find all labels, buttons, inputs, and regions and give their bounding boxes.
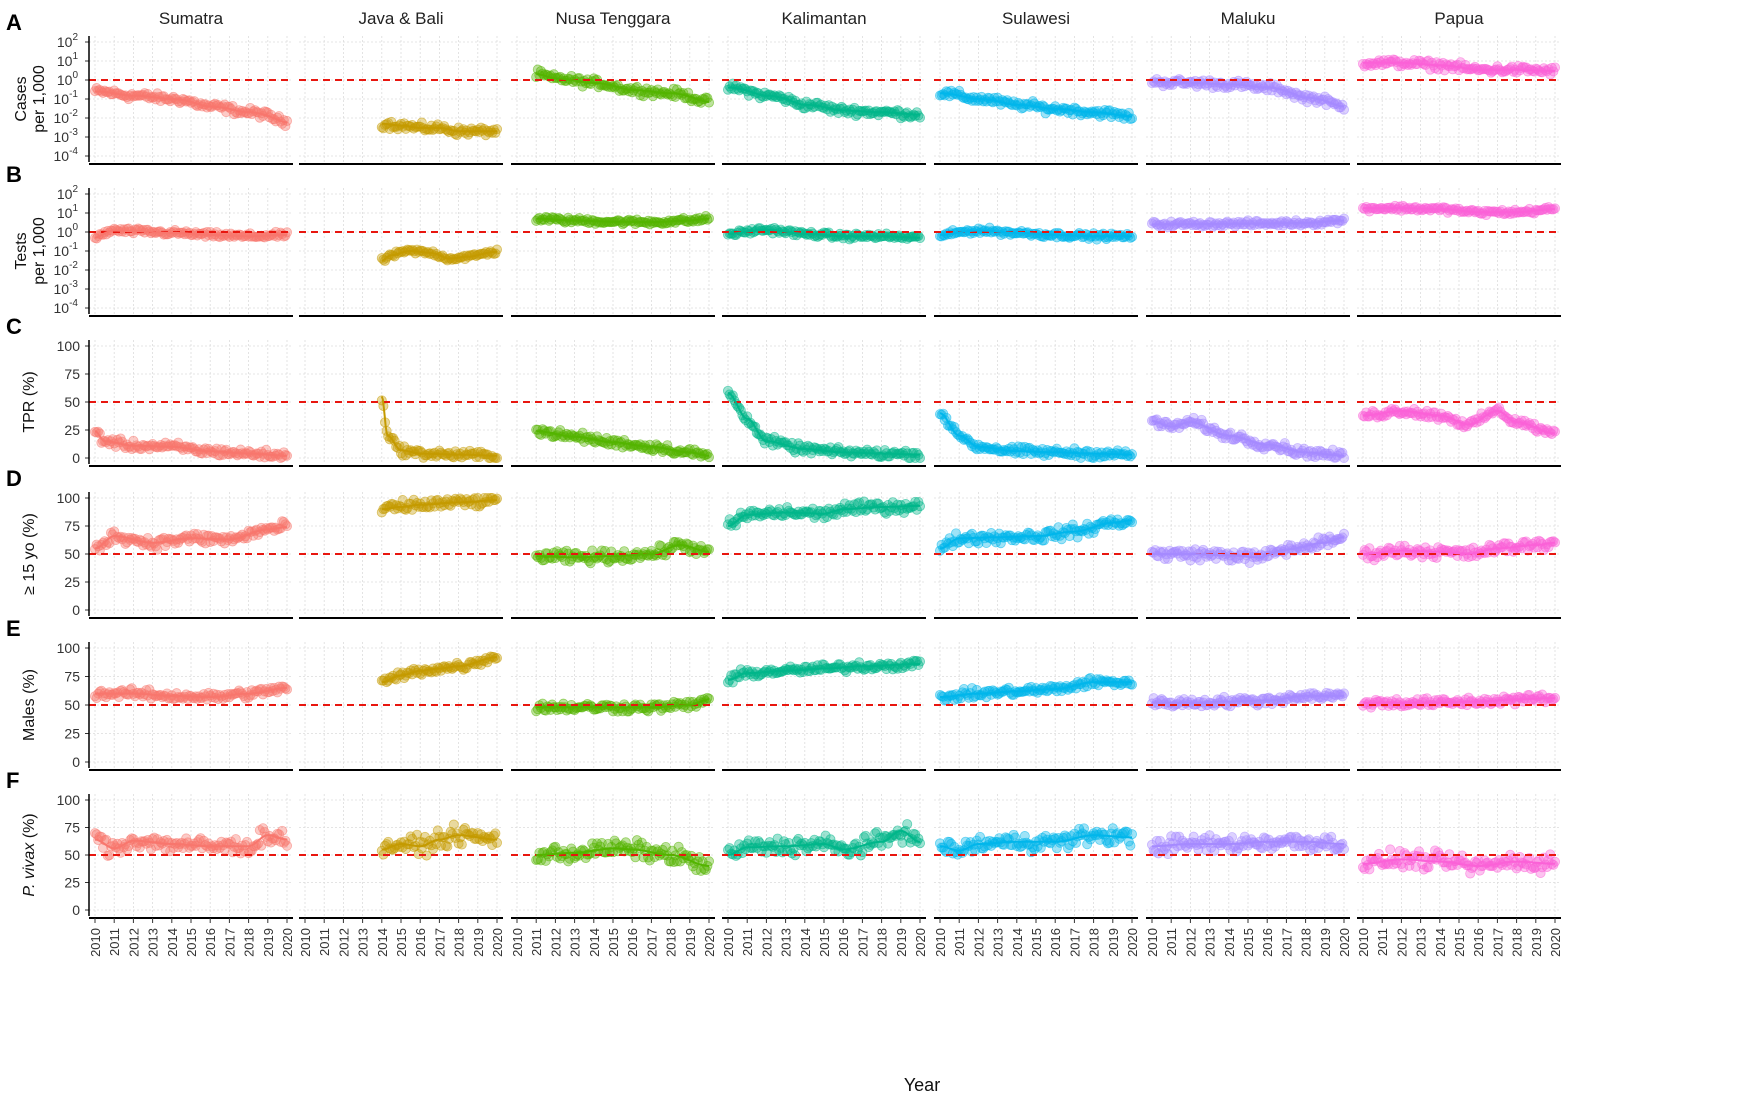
data-point: [704, 856, 715, 867]
data-point: [490, 828, 501, 839]
data-point: [1123, 107, 1134, 118]
data-point: [491, 124, 502, 135]
data-point: [456, 839, 467, 850]
data-point: [277, 825, 288, 836]
data-point: [1550, 62, 1561, 73]
data-point: [1127, 113, 1138, 124]
data-point: [1339, 104, 1350, 115]
data-point: [1127, 517, 1138, 528]
data-point: [281, 840, 292, 851]
data-point: [704, 452, 715, 463]
data-point: [281, 684, 292, 695]
data-point: [1550, 426, 1561, 437]
grid-layer: [89, 36, 1561, 916]
data-point: [491, 493, 502, 504]
data-point: [1339, 213, 1350, 224]
data-point: [704, 544, 715, 555]
data-point: [448, 819, 459, 830]
